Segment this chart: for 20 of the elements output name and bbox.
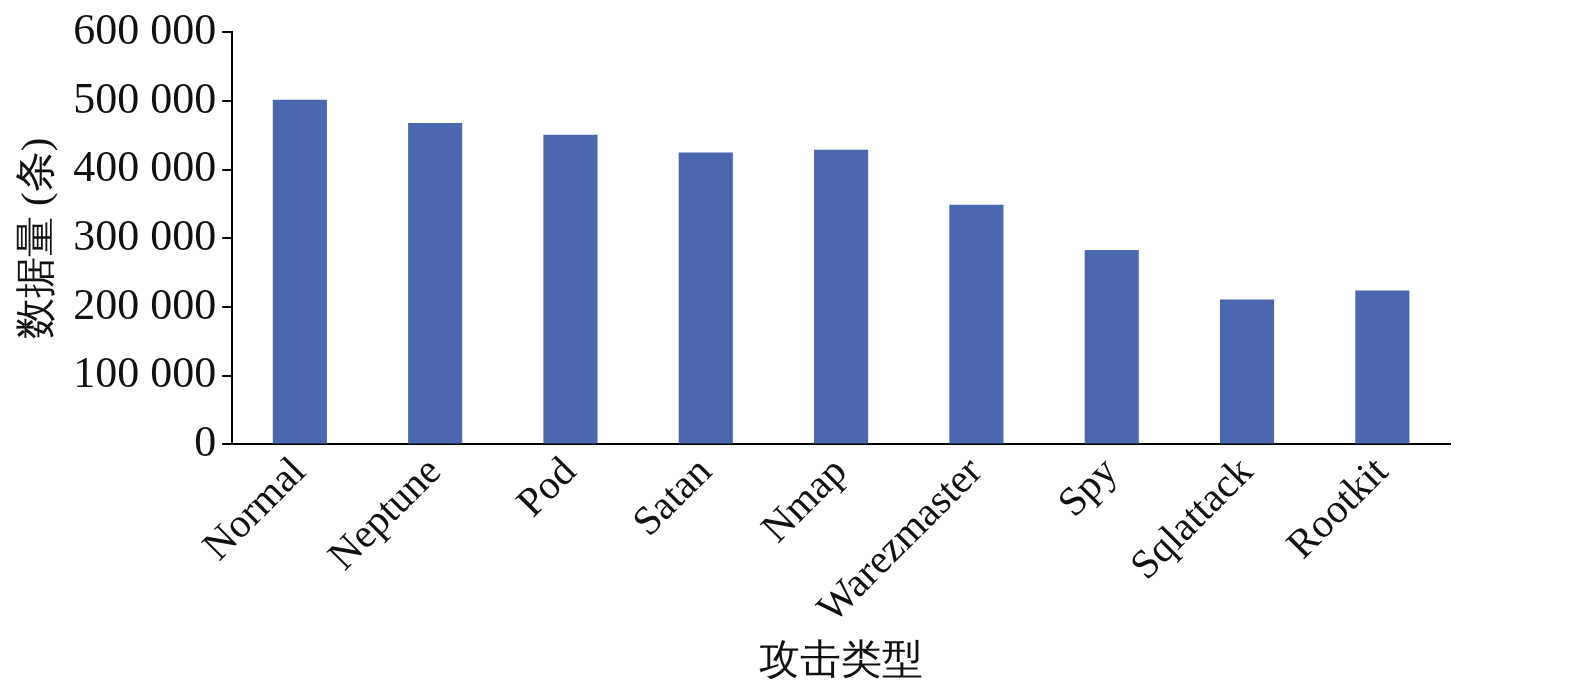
- bar: [543, 134, 598, 444]
- y-tick-label: 600 000: [73, 4, 217, 54]
- y-tick-label: 500 000: [73, 73, 217, 123]
- bar: [272, 99, 327, 444]
- bar: [678, 152, 733, 444]
- y-tick-label: 100 000: [73, 348, 217, 398]
- bar: [1355, 290, 1410, 444]
- y-tick-label: 300 000: [73, 210, 217, 260]
- bar: [1219, 299, 1275, 444]
- x-tick-label: Pod: [506, 447, 585, 525]
- y-tick-label: 200 000: [73, 279, 217, 329]
- bar: [1084, 250, 1139, 444]
- y-axis-title: 数据量 (条): [12, 137, 59, 340]
- x-axis-title: 攻击类型: [759, 636, 924, 683]
- bar: [408, 123, 463, 444]
- x-tick-label: Spy: [1048, 446, 1127, 525]
- bar: [949, 204, 1004, 444]
- y-tick-label: 400 000: [73, 142, 217, 192]
- y-tick-label: 0: [194, 417, 217, 466]
- bar: [814, 149, 869, 444]
